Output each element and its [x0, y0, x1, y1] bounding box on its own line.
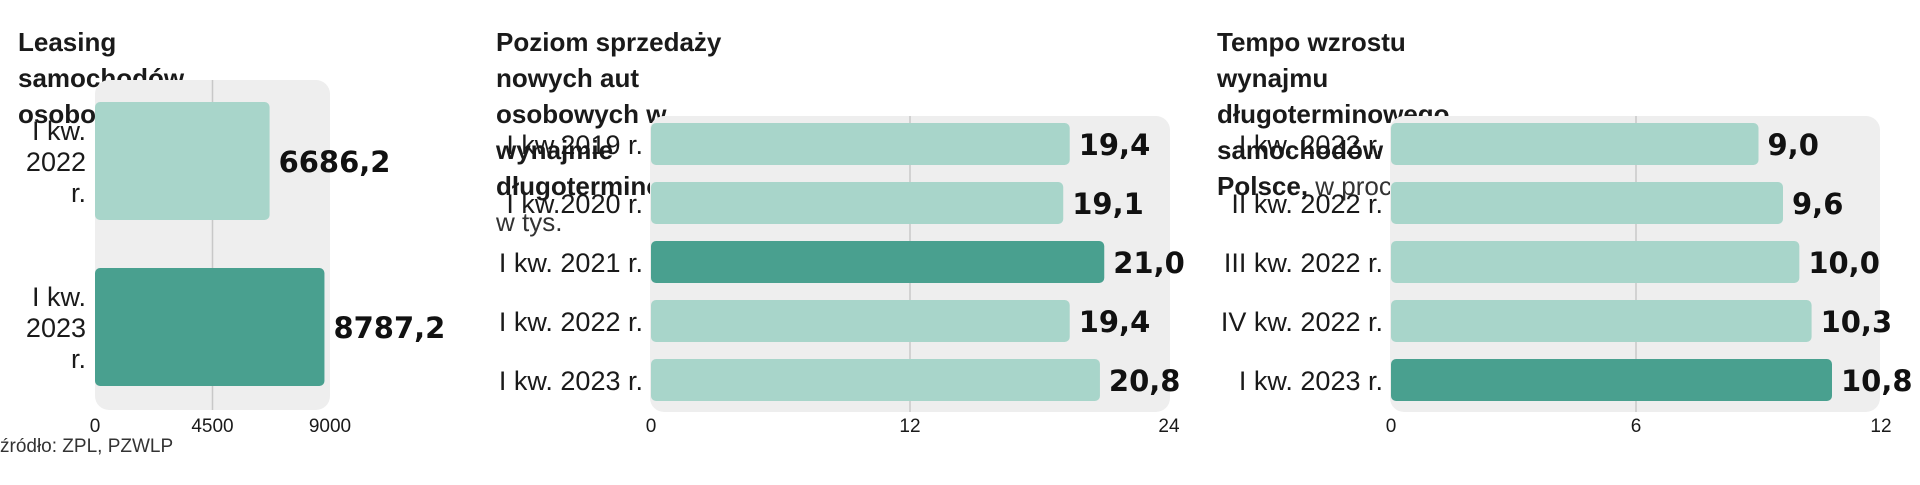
data-label: 20,8 [1109, 364, 1181, 398]
chart-sales-title: Poziom sprzedaży nowych aut osobowych w … [496, 27, 728, 237]
tick-label: 0 [1386, 416, 1397, 437]
chart-sales-plot: 0 12 24 19,4 I kw.2019 r. 19,1 I kw.2020 r. 21,… [499, 116, 1185, 437]
chart-sales-unit: w tys. [496, 207, 563, 237]
bar [1391, 300, 1812, 342]
data-label: 19,4 [1079, 128, 1151, 162]
tick-label: 12 [1870, 416, 1891, 437]
category-label: III kw. 2022 r. [1224, 248, 1383, 278]
tick-label: 0 [90, 416, 101, 437]
tick-label: 12 [899, 416, 920, 437]
data-label: 6686,2 [279, 145, 391, 179]
category-label: I kw.2020 r. [506, 189, 643, 219]
bar [651, 359, 1100, 401]
chart-growth-unit: w proc. [1315, 171, 1400, 201]
bar [95, 268, 325, 386]
chart-leasing-plot: 0 4500 9000 6686,2 I kw. 2022 r. 8787,2 I kw. 202… [26, 80, 445, 437]
category-label: I kw. 2023 r. [26, 282, 86, 374]
data-label: 9,6 [1792, 187, 1843, 221]
data-label: 19,4 [1079, 305, 1151, 339]
data-label: 10,0 [1808, 246, 1880, 280]
category-label: I kw. 2022 r. [499, 307, 643, 337]
category-label: II kw. 2022 r. [1231, 189, 1383, 219]
data-label: 21,0 [1113, 246, 1185, 280]
bar [651, 300, 1070, 342]
bar [95, 102, 270, 220]
category-label: I kw.2019 r. [506, 130, 643, 160]
bar [1391, 359, 1832, 401]
data-label: 10,3 [1821, 305, 1893, 339]
data-label: 10,8 [1841, 364, 1913, 398]
bar [651, 182, 1064, 224]
category-label: I kw. 2021 r. [499, 248, 643, 278]
tick-label: 0 [646, 416, 657, 437]
tick-label: 4500 [191, 416, 233, 437]
category-label: I kw. 2022 r. [26, 116, 86, 208]
data-label: 19,1 [1072, 187, 1144, 221]
tick-label: 6 [1631, 416, 1642, 437]
category-label: I kw. 2023 r. [499, 366, 643, 396]
category-label: I kw. 2023 r. [1239, 366, 1383, 396]
category-label: IV kw. 2022 r. [1221, 307, 1383, 337]
bar [651, 123, 1070, 165]
source-note: źródło: ZPL, PZWLP [0, 436, 174, 457]
bar [1391, 241, 1800, 283]
data-label: 8787,2 [333, 311, 445, 345]
chart-growth-title: Tempo wzrostu wynajmu długoterminowego s… [1217, 27, 1450, 201]
tick-label: 9000 [309, 416, 351, 437]
bar [1391, 123, 1759, 165]
bar [1391, 182, 1783, 224]
tick-label: 24 [1158, 416, 1180, 437]
chart-growth-plot: 0 6 12 9,0 I kw. 2022 r. 9,6 II kw. 2022 r. 10,… [1221, 116, 1913, 437]
bar [651, 241, 1105, 283]
data-label: 9,0 [1768, 128, 1819, 162]
category-label: I kw. 2022 r. [1239, 130, 1383, 160]
